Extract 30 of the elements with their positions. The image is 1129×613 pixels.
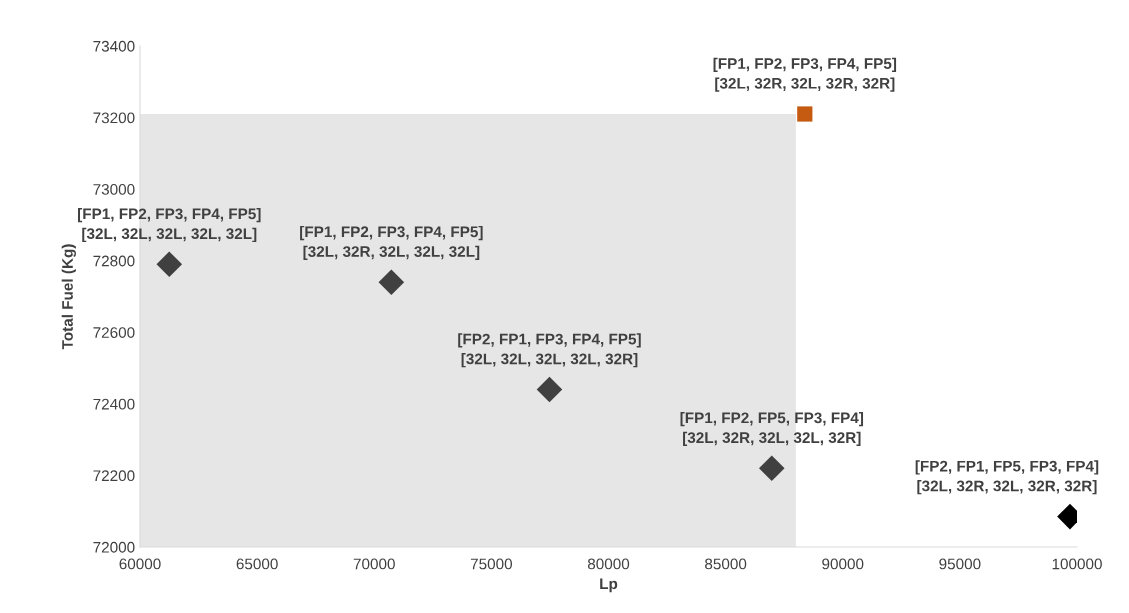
x-tick-label: 90000 xyxy=(822,558,864,570)
x-tick-label: 65000 xyxy=(236,558,278,570)
x-tick-label: 95000 xyxy=(939,558,981,570)
y-tick-label: 73400 xyxy=(93,40,135,52)
annotation: [FP2, FP1, FP5, FP3, FP4] [32L, 32R, 32L, 32R, 32R] xyxy=(915,460,1099,495)
x-tick-label: 85000 xyxy=(705,558,747,570)
x-tick-label: 75000 xyxy=(470,558,513,570)
x-tick-label: 100000 xyxy=(1052,558,1102,570)
y-tick-label: 72200 xyxy=(93,470,135,482)
annotation: [FP1, FP2, FP3, FP4, FP5] [32L, 32L, 32L, 32L, 32L] xyxy=(78,208,261,243)
x-tick-label: 80000 xyxy=(587,558,630,570)
y-axis-title: Total Fuel (Kg) xyxy=(61,244,76,350)
annotation: [FP1, FP2, FP3, FP4, FP5] [32L, 32R, 32L, 32R, 32R] xyxy=(713,57,897,92)
x-tick-label: 70000 xyxy=(353,558,395,570)
point xyxy=(797,106,813,122)
annotation: [FP2, FP1, FP3, FP4, FP5] [32L, 32L, 32L, 32L, 32R] xyxy=(458,333,641,368)
point xyxy=(758,455,785,482)
y-tick-label: 72400 xyxy=(93,398,135,410)
point xyxy=(378,269,405,295)
annotation: [FP1, FP2, FP3, FP4, FP5] [32L, 32R, 32L, 32L, 32L] xyxy=(300,225,483,260)
point xyxy=(156,251,183,278)
annotation: [FP1, FP2, FP5, FP3, FP4] [32L, 32R, 32L, 32L, 32R] xyxy=(680,412,864,447)
y-tick-label: 73200 xyxy=(93,112,135,124)
y-tick-label: 72000 xyxy=(93,541,135,553)
x-tick-label: 60000 xyxy=(119,558,161,570)
x-axis-title: Lp xyxy=(600,578,618,593)
point xyxy=(536,376,563,403)
y-tick-label: 73000 xyxy=(93,184,135,195)
y-tick-label: 72800 xyxy=(93,255,135,267)
y-tick-label: 72600 xyxy=(93,327,135,338)
